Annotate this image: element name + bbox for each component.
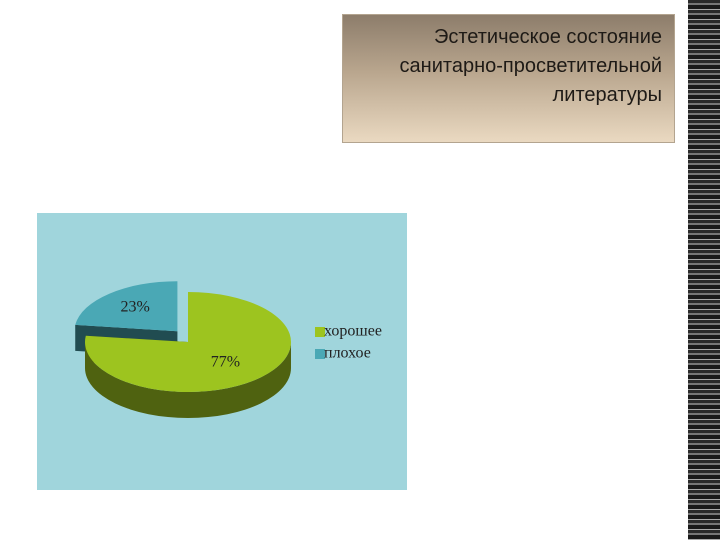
legend-label: плохое (324, 345, 371, 362)
chart-title: Эстетическое состояние санитарно-просвет… (399, 26, 662, 106)
decorative-fringe (688, 0, 720, 540)
data-label: 23% (121, 299, 150, 316)
legend-label: хорошее (324, 323, 382, 340)
legend-swatch (315, 327, 325, 337)
pie-slice (85, 292, 292, 392)
title-box: Эстетическое состояние санитарно-просвет… (342, 14, 675, 143)
pie-slice (75, 281, 178, 332)
data-label: 77% (211, 353, 240, 370)
legend-swatch (315, 349, 325, 359)
slice-side (85, 342, 291, 418)
